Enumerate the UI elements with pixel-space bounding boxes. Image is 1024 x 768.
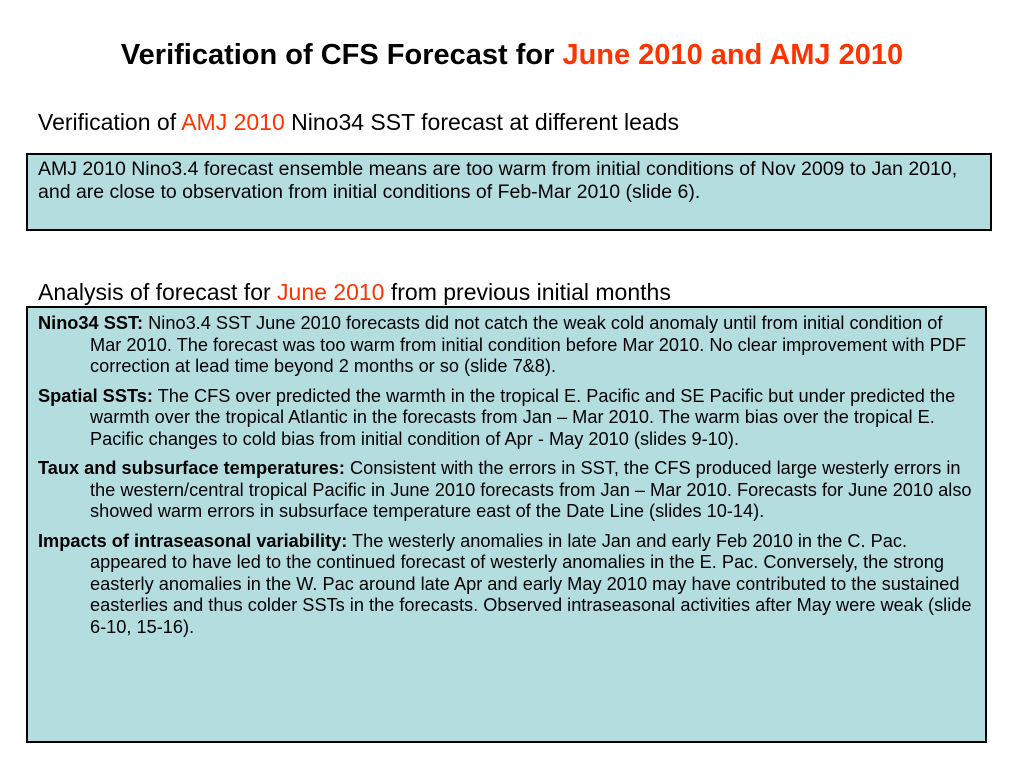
analysis-item-label: Spatial SSTs: <box>38 385 153 406</box>
section1-summary-text: AMJ 2010 Nino3.4 forecast ensemble means… <box>38 158 958 203</box>
section1-heading: Verification of AMJ 2010 Nino34 SST fore… <box>38 108 679 136</box>
analysis-item-spatial-ssts: Spatial SSTs: The CFS over predicted the… <box>38 386 975 451</box>
section1-heading-highlight: AMJ 2010 <box>181 109 285 135</box>
analysis-item-label: Taux and subsurface temperatures: <box>38 458 345 478</box>
analysis-item-text: Consistent with the errors in SST, the C… <box>90 458 972 521</box>
section2-heading-prefix: Analysis of forecast for <box>38 279 278 305</box>
section2-analysis-box: Nino34 SST: Nino3.4 SST June 2010 foreca… <box>26 306 987 743</box>
analysis-item-text: Nino3.4 SST June 2010 forecasts did not … <box>90 313 967 376</box>
section1-summary-box: AMJ 2010 Nino3.4 forecast ensemble means… <box>26 153 992 231</box>
analysis-item-text: The CFS over predicted the warmth in the… <box>90 385 956 449</box>
section2-heading: Analysis of forecast for June 2010 from … <box>38 278 671 306</box>
slide-title-highlight: June 2010 and AMJ 2010 <box>562 39 904 71</box>
analysis-item-nino34-sst: Nino34 SST: Nino3.4 SST June 2010 foreca… <box>38 313 975 378</box>
section2-heading-highlight: June 2010 <box>277 279 385 305</box>
analysis-item-intraseasonal: Impacts of intraseasonal variability: Th… <box>38 531 975 639</box>
analysis-item-label: Nino34 SST: <box>38 313 144 333</box>
section1-heading-prefix: Verification of <box>38 109 182 135</box>
slide-title-prefix: Verification of CFS Forecast for <box>120 39 563 71</box>
analysis-item-taux-subsurface: Taux and subsurface temperatures: Consis… <box>38 458 975 523</box>
analysis-item-label: Impacts of intraseasonal variability: <box>38 530 348 551</box>
analysis-item-text: The westerly anomalies in late Jan and e… <box>90 530 972 637</box>
section1-heading-suffix: Nino34 SST forecast at different leads <box>284 109 679 135</box>
section2-heading-suffix: from previous initial months <box>384 279 671 305</box>
slide-title: Verification of CFS Forecast for June 20… <box>0 38 1024 72</box>
